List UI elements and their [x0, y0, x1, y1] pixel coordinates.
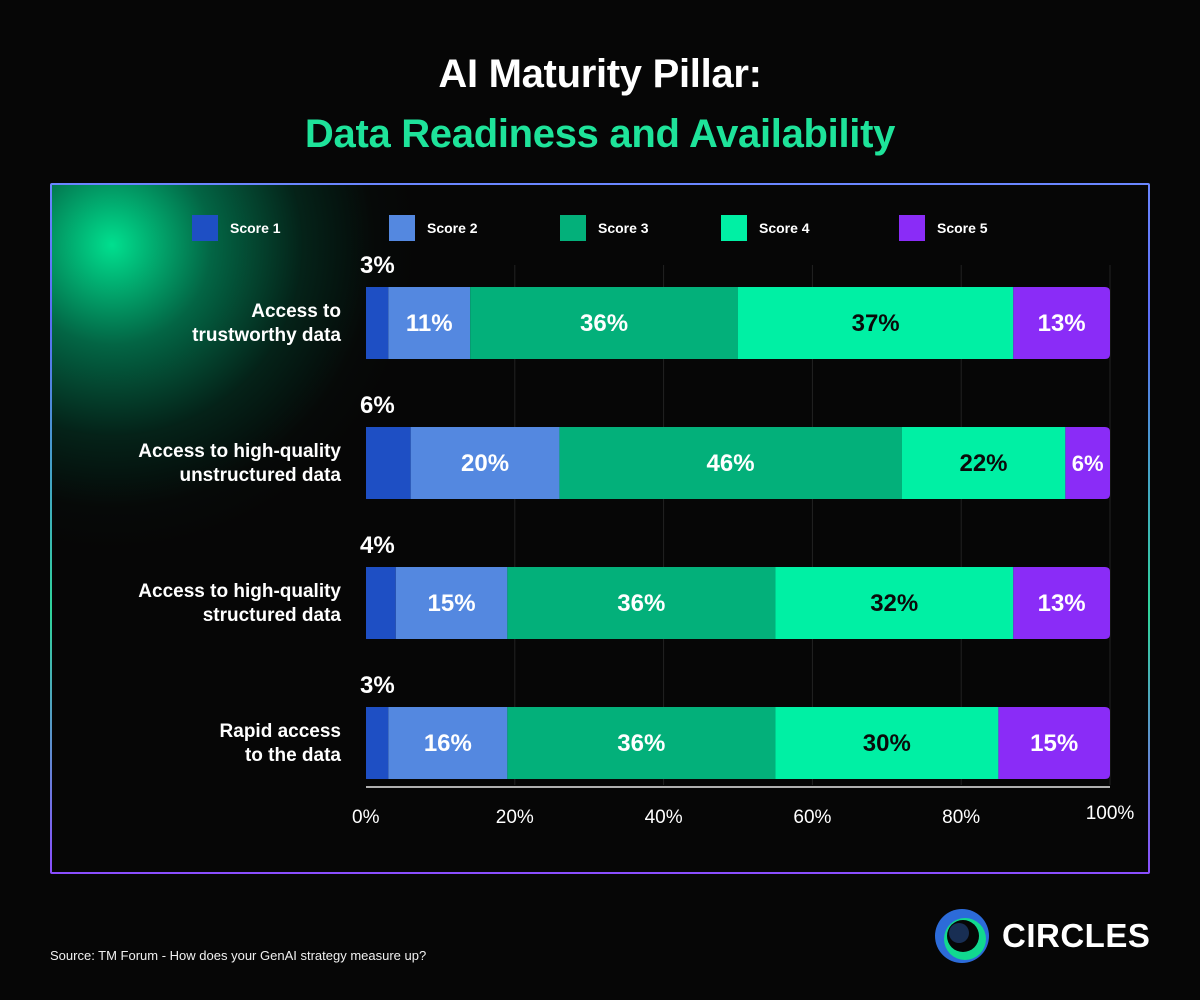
bar-value-label: 13% [1038, 310, 1086, 337]
bar-segment [388, 707, 508, 779]
circles-logo-icon [935, 909, 989, 963]
bar-segment [775, 707, 999, 779]
x-tick-label: 20% [496, 807, 534, 828]
x-tick-label: 80% [942, 807, 980, 828]
bar-value-label: 30% [863, 730, 911, 757]
bar-segment [998, 707, 1110, 779]
category-label: unstructured data [179, 465, 341, 486]
bar-segment [507, 707, 776, 779]
bar-segment [410, 427, 560, 499]
circles-logo: CIRCLES [930, 903, 1160, 969]
bar-value-label: 20% [461, 450, 509, 477]
bar-value-label: 16% [424, 730, 472, 757]
bar-value-label: 6% [360, 392, 395, 419]
bar-value-label: 36% [617, 730, 665, 757]
bar-value-label: 3% [360, 252, 395, 279]
legend-label: Score 3 [598, 220, 649, 236]
bar-value-label: 6% [1072, 451, 1104, 476]
bar-segment [470, 287, 738, 359]
category-label: Access to high-quality [138, 441, 341, 462]
bar-segment [366, 427, 411, 499]
bar-value-label: 46% [707, 450, 755, 477]
bar-value-label: 36% [580, 310, 628, 337]
bar-segment [1013, 287, 1110, 359]
legend-label: Score 1 [230, 220, 281, 236]
legend-swatch [721, 215, 747, 241]
chart-panel: Score 1 Score 2 Score 3 Score 4 Score 5 3% 11%… [50, 183, 1150, 874]
bar-value-label: 15% [428, 590, 476, 617]
bar-value-label: 22% [959, 450, 1007, 477]
category-label: to the data [245, 745, 341, 766]
legend-swatch [389, 215, 415, 241]
bar-value-label: 36% [617, 590, 665, 617]
source-note: Source: TM Forum - How does your GenAI s… [50, 948, 427, 963]
bar-segment [1065, 427, 1110, 499]
x-tick-label: 40% [645, 807, 683, 828]
category-label: Rapid access [220, 721, 341, 742]
bar-segment [395, 567, 508, 639]
bar-segment [775, 567, 1014, 639]
chart-title-line-1: AI Maturity Pillar: [438, 52, 762, 96]
x-tick-label: 60% [793, 807, 831, 828]
x-tick-label: 0% [352, 807, 380, 828]
legend-label: Score 4 [759, 220, 810, 236]
legend-swatch [192, 215, 218, 241]
category-label: Access to high-quality [138, 581, 341, 602]
stacked-bar-chart: Score 1 Score 2 Score 3 Score 4 Score 5 3% 11%… [138, 215, 1135, 828]
category-label: Access to [251, 301, 341, 322]
bar-value-label: 4% [360, 532, 395, 559]
category-label: structured data [203, 605, 342, 626]
bar-segment [559, 427, 902, 499]
bar-value-label: 11% [406, 310, 453, 337]
bar-segment [901, 427, 1066, 499]
bar-value-label: 13% [1038, 590, 1086, 617]
x-tick-label: 100% [1086, 803, 1135, 824]
bar-segment [738, 287, 1014, 359]
chart-title-line-2: Data Readiness and Availability [304, 112, 896, 156]
bar-segment [366, 707, 389, 779]
bar-segment [388, 287, 471, 359]
bar-segment [507, 567, 776, 639]
bar-value-label: 32% [870, 590, 918, 617]
bar-segment [366, 567, 396, 639]
bar-value-label: 37% [852, 310, 900, 337]
brand-wordmark: CIRCLES [1002, 917, 1151, 954]
bar-value-label: 3% [360, 672, 395, 699]
legend-swatch [560, 215, 586, 241]
bar-value-label: 15% [1030, 730, 1078, 757]
legend-swatch [899, 215, 925, 241]
bar-segment [1013, 567, 1110, 639]
bar-segment [366, 287, 389, 359]
legend-label: Score 2 [427, 220, 478, 236]
category-label: trustworthy data [192, 325, 341, 346]
legend-label: Score 5 [937, 220, 988, 236]
